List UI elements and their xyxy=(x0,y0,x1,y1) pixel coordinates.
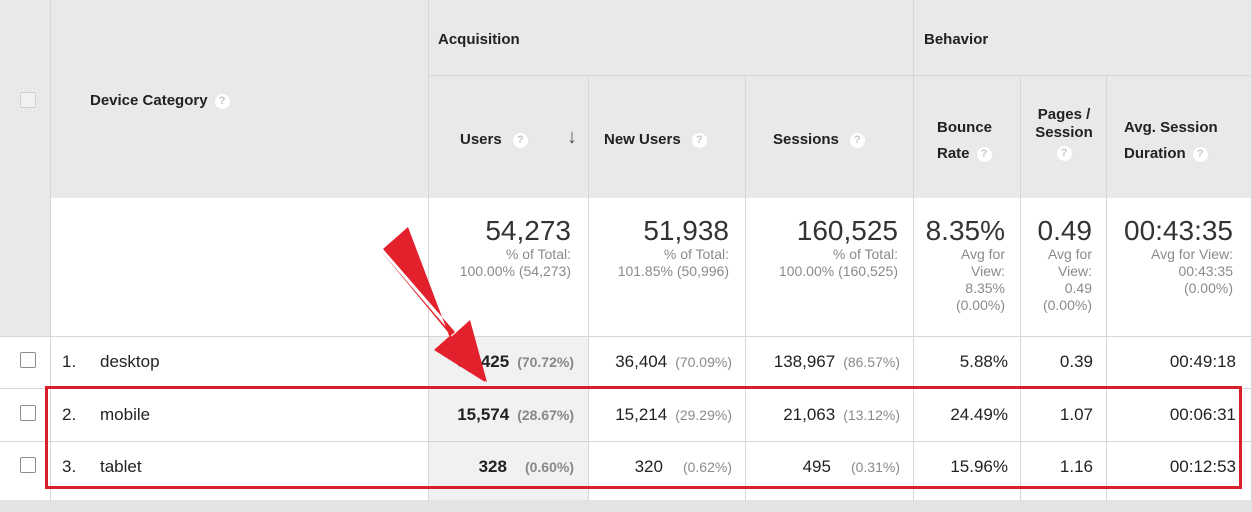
scrollbar-track[interactable] xyxy=(0,500,1252,512)
total-users: 54,273 % of Total: 100.00% (54,273) xyxy=(429,216,571,280)
column-header-sessions[interactable]: Sessions? xyxy=(773,131,866,149)
column-header-device-category-label: Device Category xyxy=(90,92,208,109)
total-new-users-value: 51,938 xyxy=(643,215,729,246)
pages-per-session-cell: 0.39 xyxy=(1059,352,1093,371)
sessions-cell: 21,063 (13.12%) xyxy=(783,405,900,424)
new-users-cell: 36,404 (70.09%) xyxy=(615,352,732,371)
checkbox-column-background xyxy=(0,198,50,336)
pages-per-session-cell: 1.07 xyxy=(1059,405,1093,424)
row-checkbox[interactable] xyxy=(20,457,36,473)
bounce-rate-cell: 5.88% xyxy=(959,352,1008,371)
highlight-box-annotation xyxy=(45,386,1242,489)
behavior-group-header: Behavior xyxy=(924,31,989,48)
avg-session-duration-cell: 00:49:18 xyxy=(1169,352,1236,371)
sessions-cell: 138,967 (86.57%) xyxy=(773,352,900,371)
total-sessions: 160,525 % of Total: 100.00% (160,525) xyxy=(746,216,898,280)
red-arrow-annotation xyxy=(380,227,487,382)
select-all-checkbox[interactable] xyxy=(20,92,36,108)
total-users-value: 54,273 xyxy=(485,215,571,246)
column-header-sessions-label: Sessions xyxy=(773,131,839,148)
new-users-cell: 15,214 (29.29%) xyxy=(615,405,732,424)
column-header-pages-per-session[interactable]: Pages / Session ? xyxy=(1021,106,1107,162)
row-index: 2. xyxy=(62,405,77,424)
column-header-avg-session-duration-line1: Avg. Session xyxy=(1124,119,1218,136)
total-sessions-value: 160,525 xyxy=(796,215,898,246)
bounce-rate-cell: 15.96% xyxy=(950,457,1008,476)
header-background xyxy=(0,0,1252,198)
column-header-new-users[interactable]: New Users? xyxy=(604,131,708,149)
help-icon[interactable]: ? xyxy=(690,131,708,149)
users-cell: 328 (0.60%) xyxy=(478,457,574,476)
column-header-bounce-rate[interactable]: Bounce Rate? xyxy=(937,115,993,167)
row-index: 1. xyxy=(62,352,77,371)
bounce-rate-cell: 24.49% xyxy=(950,405,1008,424)
help-icon[interactable]: ? xyxy=(1055,144,1073,162)
total-new-users: 51,938 % of Total: 101.85% (50,996) xyxy=(589,216,729,280)
total-avg-session-duration: 00:43:35 Avg for View: 00:43:35 (0.00%) xyxy=(1107,216,1233,297)
row-index: 3. xyxy=(62,457,77,476)
help-icon[interactable]: ? xyxy=(213,92,231,110)
device-link-mobile[interactable]: mobile xyxy=(100,405,151,424)
avg-session-duration-cell: 00:06:31 xyxy=(1169,405,1236,424)
total-avg-session-duration-value: 00:43:35 xyxy=(1124,215,1233,246)
device-link-tablet[interactable]: tablet xyxy=(100,457,142,476)
users-cell: 15,574 (28.67%) xyxy=(457,405,574,424)
new-users-cell: 320 (0.62%) xyxy=(634,457,732,476)
column-header-bounce-rate-line2: Rate xyxy=(937,145,970,162)
column-header-new-users-label: New Users xyxy=(604,131,681,148)
help-icon[interactable]: ? xyxy=(848,131,866,149)
column-header-users[interactable]: Users? xyxy=(460,131,529,149)
help-icon[interactable]: ? xyxy=(975,145,993,163)
total-pages-per-session: 0.49 Avg for View: 0.49 (0.00%) xyxy=(1021,215,1093,314)
total-bounce-rate-value: 8.35% xyxy=(925,215,1005,246)
avg-session-duration-cell: 00:12:53 xyxy=(1169,457,1236,476)
help-icon[interactable]: ? xyxy=(1191,145,1209,163)
column-header-pages-per-session-line1: Pages / xyxy=(1037,106,1091,123)
help-icon[interactable]: ? xyxy=(511,131,529,149)
device-link-desktop[interactable]: desktop xyxy=(100,352,160,371)
column-header-avg-session-duration[interactable]: Avg. Session Duration? xyxy=(1124,115,1218,167)
column-header-users-label: Users xyxy=(460,131,502,148)
acquisition-group-header: Acquisition xyxy=(438,31,520,48)
column-header-pages-per-session-line2: Session xyxy=(1035,124,1093,141)
sort-descending-icon[interactable]: ↓ xyxy=(567,126,577,148)
sorted-column-highlight xyxy=(428,336,588,500)
column-header-device-category[interactable]: Device Category? xyxy=(90,92,231,110)
total-pages-per-session-value: 0.49 xyxy=(1037,215,1093,246)
pages-per-session-cell: 1.16 xyxy=(1059,457,1093,476)
sessions-cell: 495 (0.31%) xyxy=(802,457,900,476)
column-header-avg-session-duration-line2: Duration xyxy=(1124,145,1186,162)
row-checkbox[interactable] xyxy=(20,405,36,421)
row-checkbox[interactable] xyxy=(20,352,36,368)
column-header-bounce-rate-line1: Bounce xyxy=(937,119,993,136)
total-bounce-rate: 8.35% Avg for View: 8.35% (0.00%) xyxy=(914,216,1005,314)
